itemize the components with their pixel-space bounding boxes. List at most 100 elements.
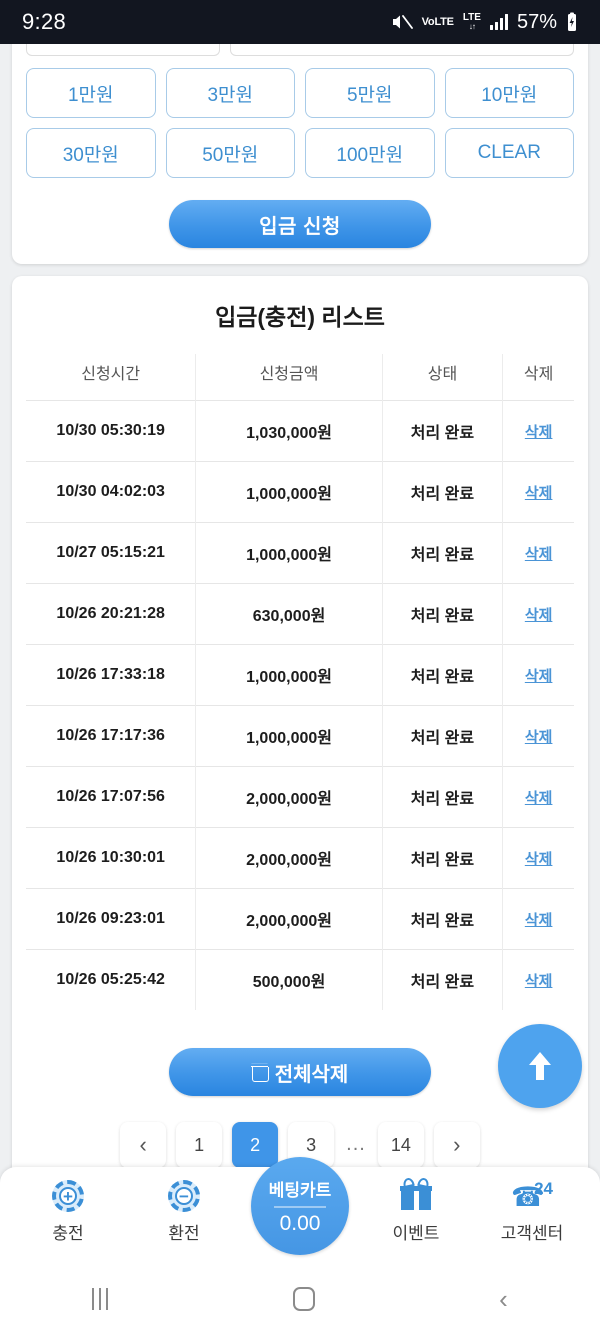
cell-amount: 2,000,000원 — [195, 888, 383, 950]
nav-item-customer-center[interactable]: ☎ 24 고객센터 — [480, 1179, 584, 1244]
pagination-page-1[interactable]: 1 — [176, 1122, 223, 1168]
pagination-prev[interactable]: ‹ — [120, 1122, 167, 1168]
battery-percent: 57% — [516, 10, 557, 33]
page-content: 1만원 3만원 5만원 10만원 30만원 50만원 100만원 CLEAR 입… — [0, 26, 600, 1188]
cell-time: 10/26 17:33:18 — [26, 644, 197, 706]
bottom-navigation: + 충전 − 환전 이벤트 ☎ 24 고객센터 — [0, 1157, 600, 1265]
nav-item-event[interactable]: 이벤트 — [364, 1176, 468, 1244]
arrow-up-icon — [529, 1052, 551, 1080]
quick-amount-300000[interactable]: 30만원 — [26, 128, 156, 178]
cell-amount: 630,000원 — [195, 583, 383, 645]
clear-amount-button[interactable]: CLEAR — [444, 128, 574, 178]
delete-row-link[interactable]: 삭제 — [524, 789, 553, 807]
deposit-list-card: 입금(충전) 리스트 신청시간 신청금액 상태 삭제 10/30 05:30:1… — [12, 276, 588, 1188]
cell-delete: 삭제 — [502, 522, 574, 584]
quick-amount-1000000[interactable]: 100만원 — [305, 128, 435, 178]
delete-row-link[interactable]: 삭제 — [524, 484, 553, 502]
table-row: 10/26 05:25:42 500,000원 처리 완료 삭제 — [26, 949, 574, 1010]
betting-cart-button[interactable]: 베팅카트 0.00 — [251, 1157, 349, 1255]
cell-amount: 2,000,000원 — [195, 827, 383, 889]
cell-status: 처리 완료 — [382, 949, 504, 1010]
phone-24-icon: ☎ 24 — [511, 1179, 553, 1212]
cell-amount: 2,000,000원 — [195, 766, 383, 828]
trash-icon — [250, 1064, 269, 1082]
cell-time: 10/26 10:30:01 — [26, 827, 197, 889]
cell-time: 10/30 04:02:03 — [26, 461, 197, 523]
cell-time: 10/26 17:07:56 — [26, 766, 197, 828]
pagination-next[interactable]: › — [433, 1122, 480, 1168]
quick-amount-500000[interactable]: 50만원 — [165, 128, 295, 178]
table-header-row: 신청시간 신청금액 상태 삭제 — [26, 354, 574, 401]
betting-cart-value: 0.00 — [279, 1212, 321, 1235]
back-icon[interactable]: ‹ — [499, 1284, 508, 1314]
cell-status: 처리 완료 — [382, 888, 504, 950]
cell-delete: 삭제 — [502, 827, 574, 889]
cell-amount: 1,000,000원 — [195, 705, 383, 767]
cell-time: 10/30 05:30:19 — [26, 400, 197, 462]
quick-amount-30000[interactable]: 3만원 — [165, 68, 295, 118]
delete-all-label: 전체삭제 — [274, 1063, 349, 1086]
table-row: 10/26 10:30:01 2,000,000원 처리 완료 삭제 — [26, 827, 574, 889]
cell-time: 10/26 17:17:36 — [26, 705, 197, 767]
cell-delete: 삭제 — [502, 705, 574, 767]
nav-item-exchange[interactable]: − 환전 — [132, 1179, 236, 1244]
delete-row-link[interactable]: 삭제 — [524, 423, 553, 441]
cell-amount: 1,030,000원 — [195, 400, 383, 462]
cell-status: 처리 완료 — [382, 522, 504, 584]
home-icon[interactable] — [292, 1287, 315, 1311]
delete-row-link[interactable]: 삭제 — [524, 728, 553, 746]
cell-delete: 삭제 — [502, 461, 574, 523]
delete-row-link[interactable]: 삭제 — [524, 972, 553, 990]
delete-all-button[interactable]: 전체삭제 — [169, 1048, 431, 1096]
phone-24-badge: 24 — [534, 1179, 553, 1198]
delete-row-link[interactable]: 삭제 — [524, 911, 553, 929]
cell-status: 처리 완료 — [382, 400, 504, 462]
delete-row-link[interactable]: 삭제 — [524, 667, 553, 685]
status-bar: 9:28 VoLTE LTE ↓↑ 57% — [0, 0, 600, 44]
table-row: 10/26 17:33:18 1,000,000원 처리 완료 삭제 — [26, 644, 574, 706]
volte-icon: VoLTE — [421, 16, 454, 28]
betting-cart-divider — [274, 1206, 326, 1208]
scroll-to-top-button[interactable] — [498, 1024, 582, 1108]
battery-charging-icon — [566, 12, 578, 32]
nav-item-charge[interactable]: + 충전 — [16, 1179, 120, 1244]
chip-plus-glyph: + — [59, 1187, 77, 1205]
column-header-delete: 삭제 — [523, 366, 554, 383]
signal-bars-icon — [489, 14, 508, 30]
pagination-page-2[interactable]: 2 — [232, 1122, 279, 1168]
nav-label-charge: 충전 — [52, 1224, 84, 1243]
table-row: 10/26 20:21:28 630,000원 처리 완료 삭제 — [26, 583, 574, 645]
cell-delete: 삭제 — [502, 949, 574, 1010]
deposit-history-table: 신청시간 신청금액 상태 삭제 10/30 05:30:19 1,030,000… — [26, 354, 574, 1010]
table-row: 10/27 05:15:21 1,000,000원 처리 완료 삭제 — [26, 522, 574, 584]
network-type-label: LTE — [462, 12, 481, 23]
network-type-icon: LTE ↓↑ — [462, 12, 481, 32]
cell-status: 처리 완료 — [382, 827, 504, 889]
column-header-status: 상태 — [382, 354, 504, 401]
nav-label-customer-center: 고객센터 — [500, 1224, 564, 1243]
cell-amount: 1,000,000원 — [195, 461, 383, 523]
quick-amount-100000[interactable]: 10만원 — [444, 68, 574, 118]
deposit-list-title: 입금(충전) 리스트 — [215, 304, 385, 330]
delete-row-link[interactable]: 삭제 — [524, 545, 553, 563]
quick-amount-10000[interactable]: 1만원 — [26, 68, 156, 118]
recents-icon[interactable] — [92, 1288, 109, 1310]
cell-time: 10/26 09:23:01 — [26, 888, 197, 950]
chip-plus-icon: + — [52, 1179, 84, 1213]
deposit-submit-button[interactable]: 입금 신청 — [169, 200, 431, 248]
table-row: 10/26 17:17:36 1,000,000원 처리 완료 삭제 — [26, 705, 574, 767]
cell-time: 10/26 05:25:42 — [26, 949, 197, 1010]
cell-time: 10/27 05:15:21 — [26, 522, 197, 584]
nav-label-exchange: 환전 — [168, 1224, 200, 1243]
pagination-page-last[interactable]: 14 — [377, 1122, 424, 1168]
cell-amount: 1,000,000원 — [195, 522, 383, 584]
delete-row-link[interactable]: 삭제 — [524, 606, 553, 624]
android-navigation-bar: ‹ — [0, 1265, 600, 1333]
network-arrows: ↓↑ — [468, 22, 476, 31]
quick-amount-50000[interactable]: 5만원 — [305, 68, 435, 118]
table-row: 10/26 09:23:01 2,000,000원 처리 완료 삭제 — [26, 888, 574, 950]
deposit-form-card: 1만원 3만원 5만원 10만원 30만원 50만원 100만원 CLEAR 입… — [12, 26, 588, 264]
delete-row-link[interactable]: 삭제 — [524, 850, 553, 868]
pagination-ellipsis: ... — [346, 1133, 366, 1155]
